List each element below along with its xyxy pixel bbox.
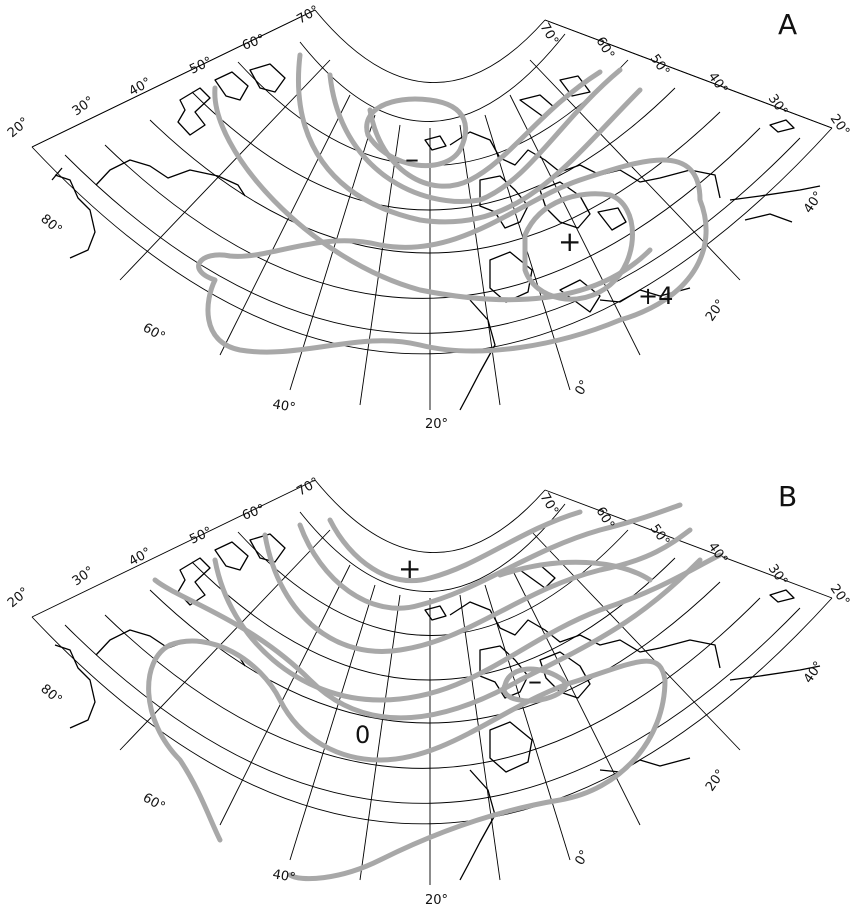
panel-a-lat-right-50: 50° <box>647 52 673 79</box>
panel-b-lat-left-40: 40° <box>127 545 154 570</box>
panel-b-lat-left-70: 70° <box>295 475 322 500</box>
panel-b-lon-80: 80° <box>37 682 64 708</box>
panel-b-lon-40: 40° <box>271 867 296 886</box>
panel-b-minus-symbol: – <box>528 664 542 697</box>
panel-a-lat-right-20: 20° <box>827 112 852 139</box>
panel-a-lat-right-60: 60° <box>593 35 618 62</box>
map-panel-b: B <box>5 475 852 908</box>
panel-b-lon-40-right: 40° <box>801 659 827 686</box>
panel-a-lat-left-30: 30° <box>70 94 97 120</box>
panel-a-contour-label: +4 <box>638 282 673 310</box>
panel-a-lon-20-bottom: 20° <box>425 417 448 432</box>
panel-b-contours <box>146 502 723 882</box>
panel-b-lat-left-20: 20° <box>5 585 32 611</box>
panel-a-lat-left-20: 20° <box>5 115 32 141</box>
panel-a-lon-40-right: 40° <box>801 189 827 216</box>
panel-b-lat-left-30: 30° <box>70 564 97 590</box>
panel-b-lat-left-50: 50° <box>187 524 214 547</box>
panel-a-lon-20-right: 20° <box>703 297 729 324</box>
panel-b-contour-label: 0 <box>355 721 370 749</box>
panel-b-lat-left-60: 60° <box>240 502 267 524</box>
panel-a-lat-left-70: 70° <box>295 3 322 28</box>
panel-a-lon-60: 60° <box>140 320 167 345</box>
panel-a-coastlines <box>51 63 821 411</box>
panel-b-lat-right-20: 20° <box>827 582 852 609</box>
panel-a-lon-80: 80° <box>37 212 64 238</box>
map-panel-a: A <box>5 3 852 432</box>
panel-b-label: B <box>778 480 797 513</box>
panel-b-lon-0: 0° <box>572 848 592 868</box>
panel-b-lon-20-right: 20° <box>703 767 729 794</box>
panel-a-lon-0: 0° <box>572 378 592 398</box>
panel-a-contours <box>196 52 709 355</box>
panel-b-lat-right-30: 30° <box>765 562 791 589</box>
panel-a-lat-right-40: 40° <box>705 70 731 97</box>
panel-b-coastlines <box>54 533 821 881</box>
panel-b-plus-symbol: + <box>398 552 421 585</box>
panel-a-lat-right-30: 30° <box>765 92 791 119</box>
panel-a-lon-40: 40° <box>271 397 296 416</box>
panel-b-lon-20-bottom: 20° <box>425 893 448 908</box>
panel-a-label: A <box>778 8 797 41</box>
panel-a-lat-left-40: 40° <box>127 75 154 100</box>
panel-b-lon-60: 60° <box>140 790 167 815</box>
panel-a-lat-left-60: 60° <box>240 32 267 54</box>
panel-b-graticule <box>31 479 833 885</box>
panel-a-minus-symbol: – <box>405 142 419 175</box>
panel-a-plus-symbol: + <box>558 225 581 258</box>
panel-a-lat-left-50: 50° <box>187 54 214 77</box>
